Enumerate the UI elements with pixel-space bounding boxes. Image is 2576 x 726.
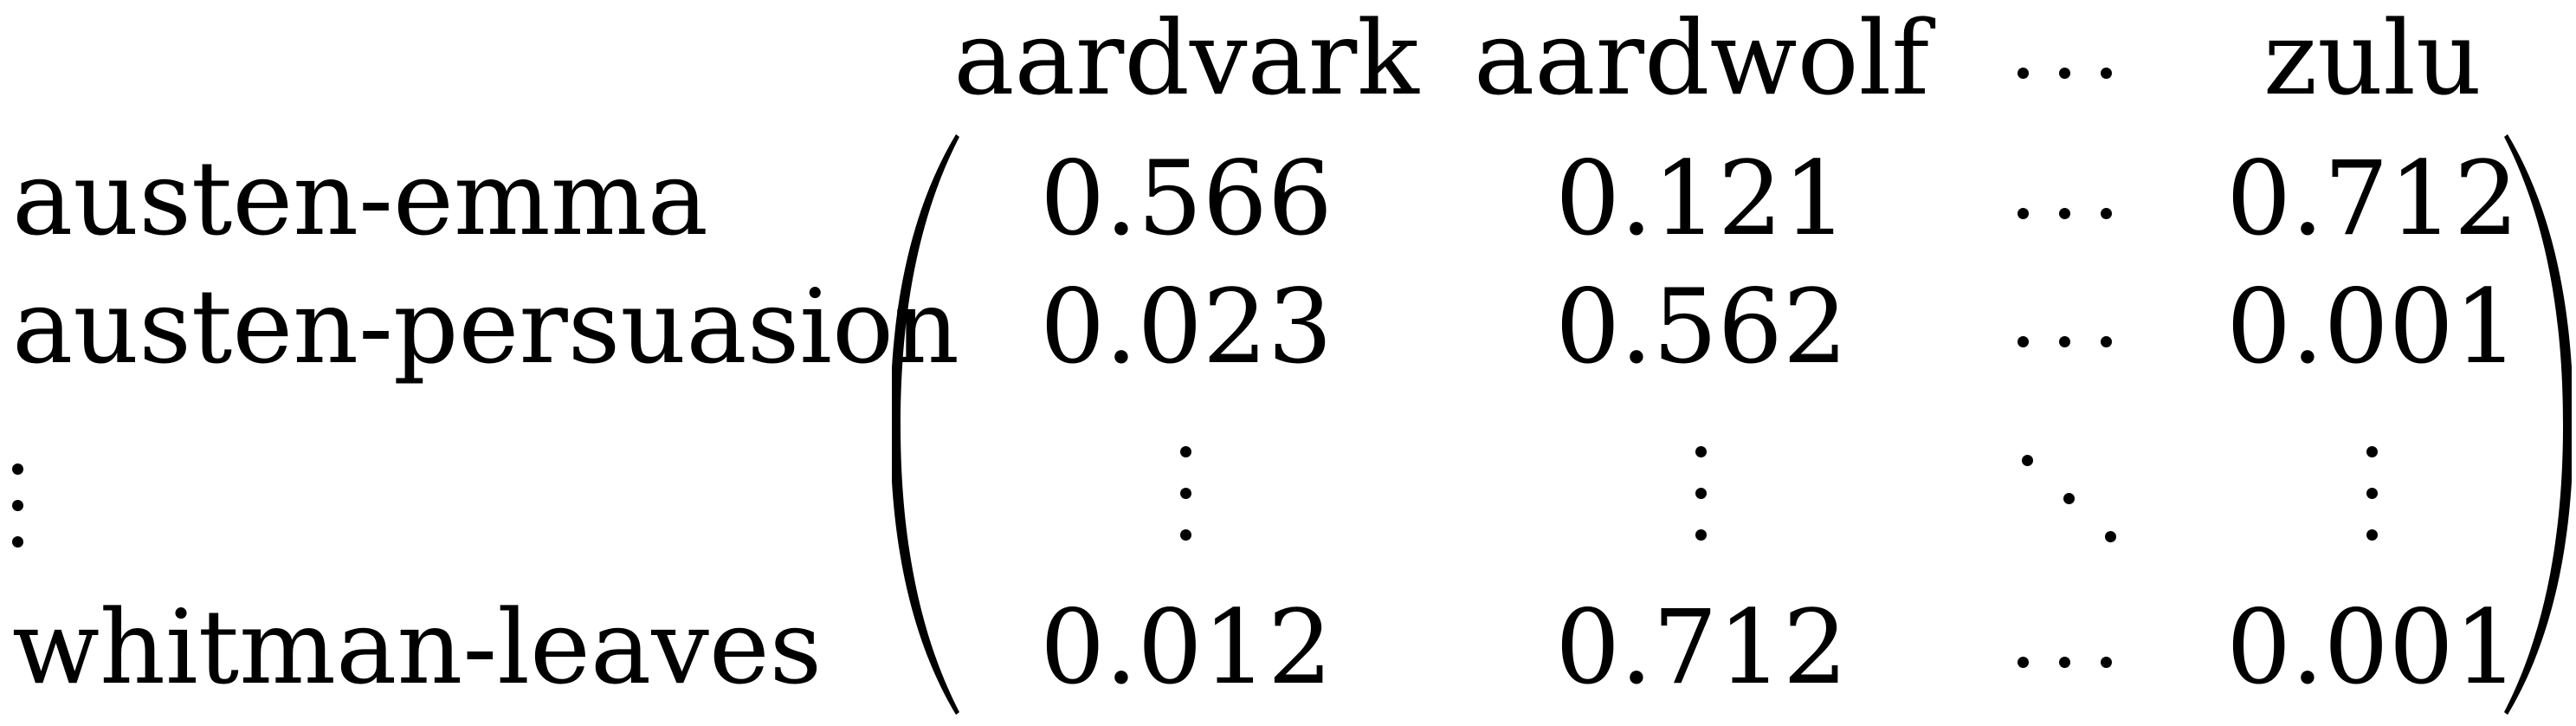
cell-r1-c1: 0.566 bbox=[1040, 139, 1333, 258]
cell-r3-c1-vdots bbox=[1180, 446, 1192, 576]
cell-r3-c4-vdots bbox=[2366, 446, 2379, 576]
cell-r3-c3-ddots bbox=[2022, 455, 2126, 559]
cell-r1-c2: 0.121 bbox=[1555, 139, 1848, 258]
cell-r3-c2-vdots bbox=[1695, 446, 1708, 576]
cell-r2-c1: 0.023 bbox=[1040, 267, 1333, 386]
column-header-aardvark: aardvark bbox=[953, 0, 1419, 118]
left-parenthesis bbox=[892, 134, 959, 715]
row-label-vertical-ellipsis bbox=[12, 463, 24, 550]
cell-r1-ellipsis bbox=[2018, 208, 2147, 220]
cell-r2-c4: 0.001 bbox=[2226, 267, 2519, 386]
cell-r4-ellipsis bbox=[2018, 657, 2147, 669]
row-label-austen-emma: austen-emma bbox=[12, 139, 708, 258]
row-label-austen-persuasion: austen-persuasion bbox=[12, 267, 960, 386]
cell-r4-c4: 0.001 bbox=[2226, 587, 2519, 707]
cell-r4-c1: 0.012 bbox=[1040, 587, 1333, 707]
row-label-whitman-leaves: whitman-leaves bbox=[12, 587, 823, 707]
column-header-aardwolf: aardwolf bbox=[1473, 0, 1930, 118]
column-header-ellipsis bbox=[2018, 68, 2147, 80]
cell-r4-c2: 0.712 bbox=[1555, 587, 1848, 707]
cell-r2-c2: 0.562 bbox=[1555, 267, 1848, 386]
right-parenthesis bbox=[2504, 134, 2572, 715]
column-header-zulu: zulu bbox=[2263, 0, 2482, 118]
cell-r1-c4: 0.712 bbox=[2226, 139, 2519, 258]
cell-r2-ellipsis bbox=[2018, 336, 2147, 348]
